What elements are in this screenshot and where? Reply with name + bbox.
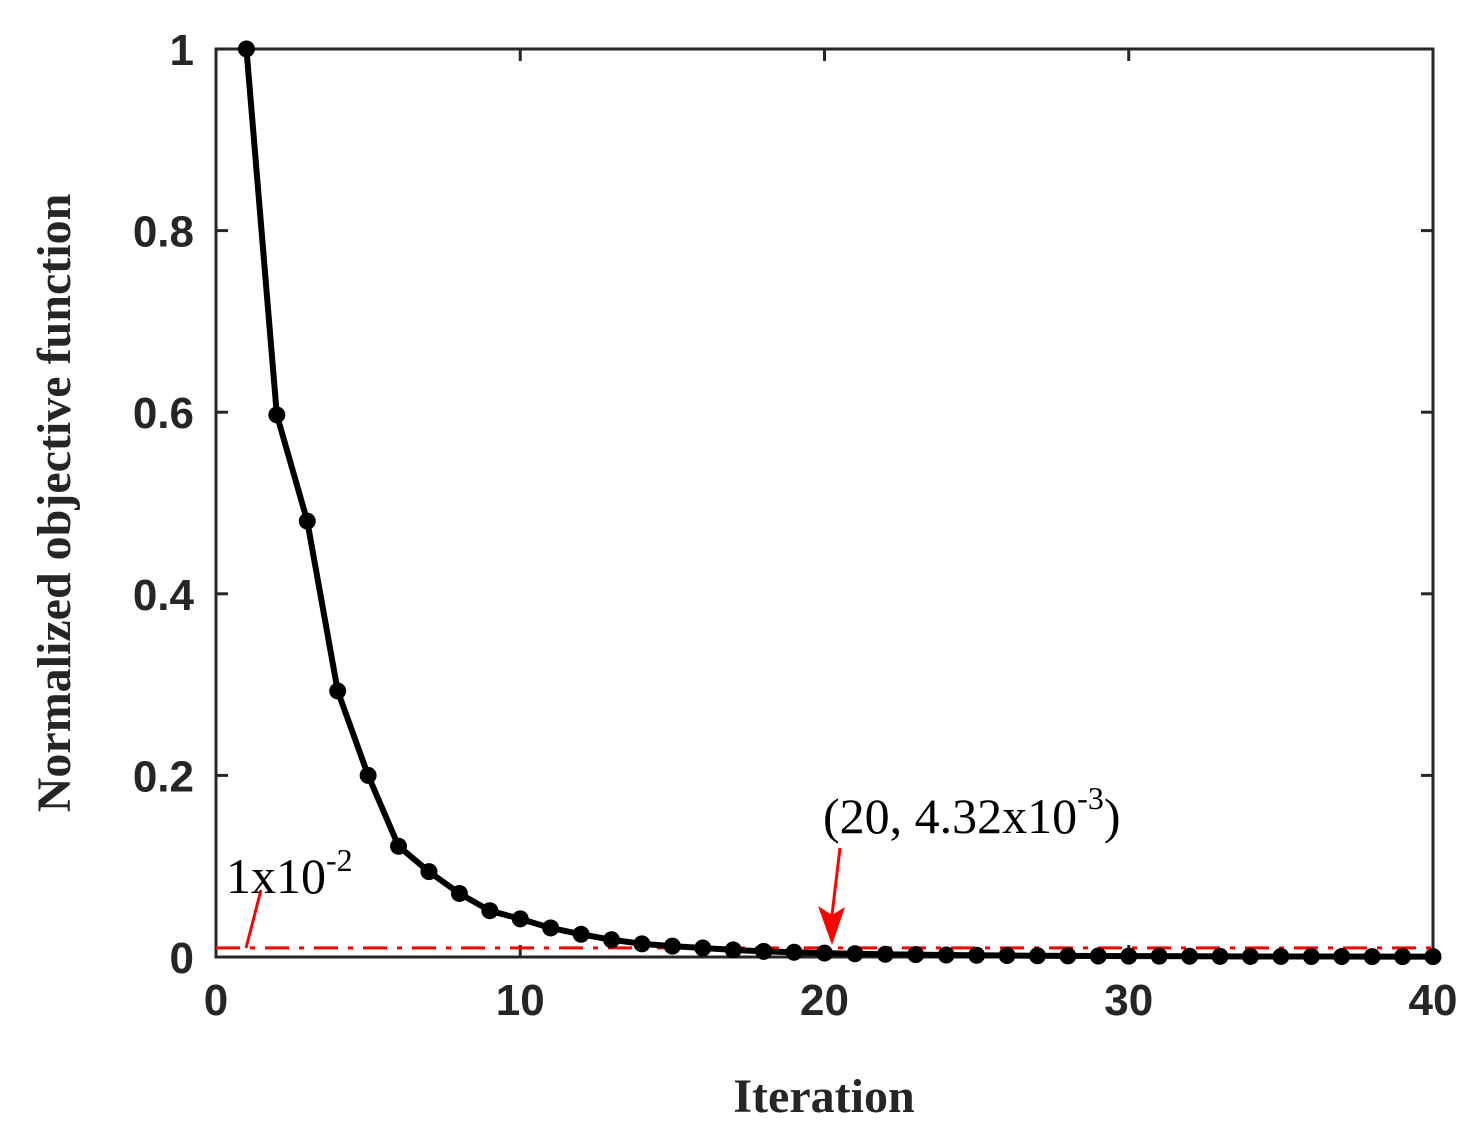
data-point-marker [481, 902, 499, 920]
y-tick-label: 0.2 [133, 752, 194, 801]
data-point-marker [1424, 948, 1442, 966]
data-point-marker [420, 863, 438, 881]
y-axis-title: Normalized objective function [28, 194, 81, 813]
data-point-marker [907, 946, 925, 964]
annotations: 1x10-2 (20, 4.32x10-3) [226, 780, 1120, 949]
data-point-marker [663, 937, 681, 955]
data-point-marker [268, 406, 286, 424]
data-point-marker [724, 941, 742, 959]
data-series [237, 40, 1442, 966]
data-point-marker [1059, 947, 1077, 965]
data-point-marker [1120, 947, 1138, 965]
data-point-marker [329, 682, 347, 700]
data-point-marker [1394, 948, 1412, 966]
data-point-marker [846, 945, 864, 963]
data-point-marker [998, 947, 1016, 965]
annotation-1-leader-line [244, 889, 263, 949]
data-point-marker [542, 919, 560, 937]
data-point-marker [1272, 947, 1290, 965]
annotation-2-text: (20, 4.32x10-3) [823, 780, 1120, 844]
ticks: 0 10 20 30 40 0 0.2 0.4 0.6 0.8 1 [133, 26, 1458, 1025]
data-point-marker [968, 946, 986, 964]
x-axis-title: Iteration [733, 1070, 914, 1123]
data-point-marker [1181, 947, 1199, 965]
data-point-marker [603, 931, 621, 949]
y-tick-label: 0.6 [133, 389, 194, 438]
y-tick-label: 0.4 [133, 571, 195, 620]
x-tick-label: 0 [204, 976, 228, 1025]
data-point-marker [1363, 948, 1381, 966]
y-tick-label: 0.8 [133, 208, 194, 257]
y-tick-label: 1 [170, 26, 194, 75]
data-point-marker [785, 943, 803, 961]
data-point-marker [937, 946, 955, 964]
data-point-marker [755, 942, 773, 960]
x-tick-label: 20 [800, 976, 849, 1025]
data-point-marker [876, 945, 894, 963]
data-point-marker [1028, 947, 1046, 965]
x-tick-label: 30 [1104, 976, 1153, 1025]
data-point-marker [390, 837, 408, 855]
data-point-marker [511, 910, 529, 928]
x-tick-label: 10 [496, 976, 545, 1025]
annotation-1-text: 1x10-2 [226, 842, 353, 904]
data-point-marker [1302, 948, 1320, 966]
data-point-marker [298, 512, 316, 530]
data-point-marker [1150, 947, 1168, 965]
x-tick-label: 40 [1409, 976, 1458, 1025]
data-point-marker [816, 944, 833, 962]
data-point-marker [237, 40, 255, 58]
data-point-marker [694, 939, 712, 957]
data-point-marker [633, 935, 651, 953]
data-point-marker [1211, 947, 1229, 965]
data-point-marker [359, 766, 377, 784]
data-point-marker [572, 925, 590, 943]
y-tick-label: 0 [170, 934, 194, 983]
data-point-marker [1241, 947, 1259, 965]
data-point-marker [450, 884, 468, 902]
data-point-marker [1333, 948, 1351, 966]
data-point-marker [1089, 947, 1107, 965]
annotation-2-arrow-shaft [830, 847, 842, 916]
annotation-2-arrowhead-icon [818, 906, 845, 945]
series-line [243, 48, 1433, 960]
